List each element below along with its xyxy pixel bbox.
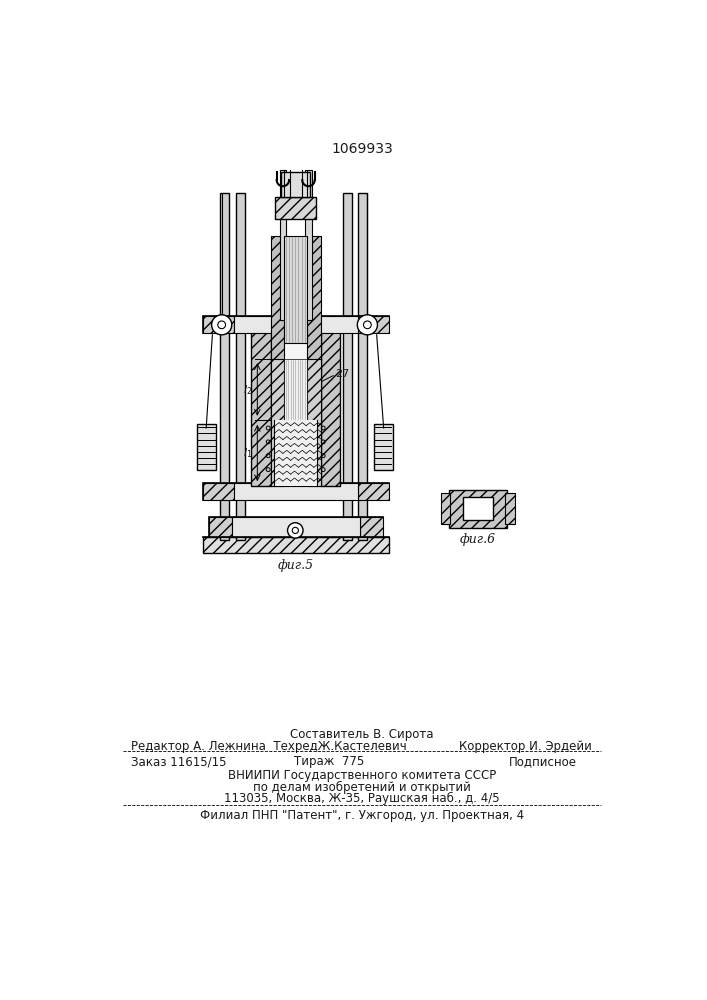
- Bar: [235, 193, 245, 540]
- Text: Заказ 11615/15: Заказ 11615/15: [131, 755, 226, 768]
- Bar: [232, 517, 360, 537]
- Bar: [203, 537, 389, 553]
- Bar: [234, 316, 358, 333]
- Text: Корректор И. Эрдейи: Корректор И. Эрдейи: [460, 740, 592, 753]
- Bar: [209, 517, 383, 537]
- Bar: [271, 235, 284, 436]
- Bar: [203, 483, 389, 500]
- Bar: [343, 193, 352, 540]
- Text: 1069933: 1069933: [331, 142, 393, 156]
- Text: ВНИИПИ Государственного комитета СССР: ВНИИПИ Государственного комитета СССР: [228, 769, 496, 782]
- Bar: [358, 193, 368, 540]
- Bar: [274, 420, 317, 486]
- Bar: [462, 497, 493, 520]
- Circle shape: [211, 315, 232, 335]
- Bar: [307, 359, 321, 486]
- Bar: [234, 483, 358, 500]
- Bar: [358, 483, 389, 500]
- Text: $l_2$: $l_2$: [243, 383, 252, 397]
- Bar: [321, 324, 340, 486]
- Circle shape: [218, 321, 226, 329]
- Circle shape: [363, 321, 371, 329]
- Bar: [506, 493, 515, 524]
- Text: $l_1$: $l_1$: [243, 446, 252, 460]
- Bar: [373, 424, 393, 470]
- Bar: [307, 235, 321, 436]
- Circle shape: [357, 315, 378, 335]
- Bar: [281, 172, 310, 197]
- Bar: [271, 324, 321, 486]
- Bar: [220, 193, 230, 540]
- Text: по делам изобретений и открытий: по делам изобретений и открытий: [253, 781, 471, 794]
- Bar: [284, 359, 307, 420]
- Bar: [280, 170, 286, 320]
- Text: Тираж  775: Тираж 775: [293, 755, 363, 768]
- Bar: [275, 197, 316, 219]
- Bar: [271, 359, 284, 486]
- Text: Составитель В. Сирота: Составитель В. Сирота: [290, 728, 433, 741]
- Text: 27: 27: [335, 369, 349, 379]
- Bar: [251, 324, 271, 486]
- Circle shape: [288, 523, 303, 538]
- Circle shape: [292, 527, 298, 533]
- Text: фиг.5: фиг.5: [278, 559, 314, 572]
- Bar: [203, 316, 389, 333]
- Text: фиг.6: фиг.6: [460, 533, 496, 546]
- Bar: [358, 316, 389, 333]
- Bar: [449, 490, 507, 528]
- Bar: [441, 493, 450, 524]
- Text: 113035, Москва, Ж-35, Раушская наб., д. 4/5: 113035, Москва, Ж-35, Раушская наб., д. …: [224, 792, 500, 805]
- Bar: [360, 517, 383, 537]
- Bar: [284, 235, 307, 343]
- Bar: [197, 424, 216, 470]
- Bar: [203, 483, 234, 500]
- Text: Филиал ПНП "Патент", г. Ужгород, ул. Проектная, 4: Филиал ПНП "Патент", г. Ужгород, ул. Про…: [200, 809, 524, 822]
- Bar: [305, 170, 312, 320]
- Bar: [209, 517, 232, 537]
- Text: Подписное: Подписное: [508, 755, 577, 768]
- Text: Редактор А. Лежнина  ТехредЖ.Кастелевич: Редактор А. Лежнина ТехредЖ.Кастелевич: [131, 740, 407, 753]
- Bar: [203, 316, 234, 333]
